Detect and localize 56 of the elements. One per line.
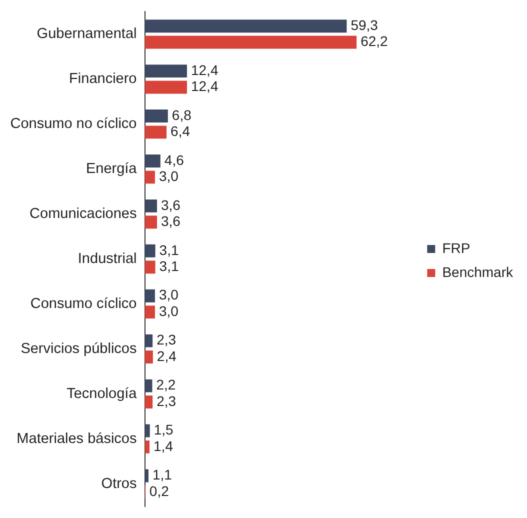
data-label: 3,1 bbox=[159, 242, 179, 258]
data-label: 2,3 bbox=[156, 332, 176, 348]
data-label: 3,0 bbox=[158, 302, 179, 319]
data-label: 3,0 bbox=[158, 168, 179, 184]
data-label: 3,0 bbox=[158, 286, 179, 303]
data-label: 12,4 bbox=[190, 62, 218, 78]
y-tick-label: Tecnología bbox=[66, 386, 138, 402]
bar bbox=[144, 469, 148, 482]
bar bbox=[144, 154, 160, 168]
y-tick-label: Comunicaciones bbox=[30, 206, 137, 222]
bar bbox=[144, 424, 150, 438]
bar bbox=[144, 110, 168, 122]
bar bbox=[144, 126, 167, 139]
y-tick-label: Consumo no cíclico bbox=[10, 116, 137, 132]
y-tick-label: Materiales básicos bbox=[16, 430, 137, 447]
bar bbox=[144, 170, 155, 184]
data-label: 6,4 bbox=[170, 123, 190, 140]
bar bbox=[144, 334, 153, 348]
data-label: 1,4 bbox=[154, 438, 174, 454]
y-tick-label: Industrial bbox=[78, 251, 137, 267]
y-tick-label: Servicios públicos bbox=[20, 340, 137, 357]
legend-label: Benchmark bbox=[442, 264, 514, 280]
bar bbox=[144, 20, 347, 33]
y-tick-label: Energía bbox=[86, 161, 138, 178]
data-label: 3,6 bbox=[161, 212, 181, 229]
data-label: 2,4 bbox=[156, 348, 177, 364]
bar bbox=[144, 396, 153, 408]
bar bbox=[144, 260, 156, 274]
data-label: 3,1 bbox=[159, 258, 179, 274]
bar bbox=[144, 440, 150, 454]
data-label: 3,6 bbox=[161, 196, 181, 213]
y-tick-label: Consumo cíclico bbox=[30, 296, 137, 312]
data-label: 1,5 bbox=[154, 422, 174, 438]
bar bbox=[144, 350, 153, 364]
data-label: 59,3 bbox=[350, 16, 378, 33]
data-label: 6,8 bbox=[172, 106, 192, 123]
y-tick-label: Otros bbox=[101, 476, 137, 492]
bar bbox=[144, 244, 156, 258]
y-tick-label: Gubernamental bbox=[36, 26, 137, 42]
data-label: 0,2 bbox=[149, 482, 170, 499]
data-label: 4,6 bbox=[164, 152, 184, 168]
data-label: 62,2 bbox=[360, 33, 388, 50]
bar bbox=[144, 216, 158, 229]
data-label: 1,1 bbox=[152, 466, 172, 483]
data-label: 12,4 bbox=[190, 78, 218, 94]
bar bbox=[144, 306, 155, 319]
bar bbox=[144, 199, 158, 212]
bar bbox=[144, 36, 357, 49]
data-label: 2,3 bbox=[156, 392, 176, 409]
bar bbox=[144, 379, 152, 392]
y-tick-label: Financiero bbox=[69, 71, 137, 88]
bar bbox=[144, 80, 187, 94]
bar bbox=[144, 289, 155, 302]
bar bbox=[144, 64, 187, 78]
legend-label: FRP bbox=[442, 240, 470, 256]
data-label: 2,2 bbox=[156, 376, 176, 393]
